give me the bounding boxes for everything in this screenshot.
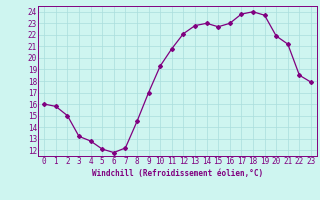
X-axis label: Windchill (Refroidissement éolien,°C): Windchill (Refroidissement éolien,°C) xyxy=(92,169,263,178)
